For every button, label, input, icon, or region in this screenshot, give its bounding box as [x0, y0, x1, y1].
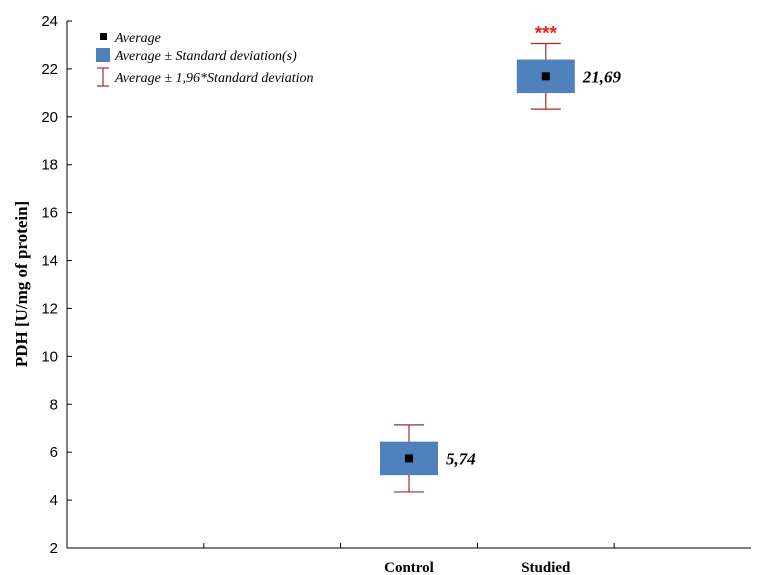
legend-label-sd: Average ± Standard deviation(s): [114, 49, 297, 64]
y-tick-label: 24: [41, 13, 58, 30]
mean-marker: [405, 454, 413, 463]
legend-mean-marker: [100, 33, 107, 40]
x-axis-ticks: Control Studied: [203, 543, 615, 575]
y-tick-label: 6: [50, 444, 58, 461]
box-group-control: 5,74: [380, 424, 476, 493]
y-tick-label: 4: [50, 492, 58, 509]
legend: Average Average ± Standard deviation(s) …: [96, 31, 313, 87]
legend-sd-swatch: [96, 48, 110, 62]
box-group-studied: 21,69 ***: [516, 24, 622, 110]
significance-label: ***: [535, 24, 558, 45]
axes: [66, 21, 751, 549]
legend-label-ci: Average ± 1,96*Standard deviation: [114, 71, 313, 86]
y-tick-label: 18: [41, 157, 58, 174]
mean-value-label: 21,69: [582, 67, 622, 86]
y-tick-label: 10: [41, 348, 58, 365]
y-tick-label: 8: [50, 396, 58, 413]
y-tick-label: 16: [41, 205, 58, 222]
y-axis-title: PDH [U/mg of protein]: [12, 201, 31, 367]
y-tick-label: 20: [41, 109, 58, 126]
mean-value-label: 5,74: [446, 449, 476, 468]
y-tick-label: 22: [41, 61, 58, 78]
x-category-label: Control: [384, 560, 434, 575]
box-series: 5,74 21,69 ***: [380, 24, 622, 493]
mean-marker: [541, 72, 550, 81]
y-tick-label: 2: [50, 540, 58, 557]
legend-ci-whisker: [97, 67, 109, 87]
x-category-label: Studied: [521, 560, 571, 575]
legend-label-average: Average: [114, 31, 161, 46]
y-tick-label: 12: [41, 300, 58, 317]
y-tick-label: 14: [41, 253, 58, 270]
